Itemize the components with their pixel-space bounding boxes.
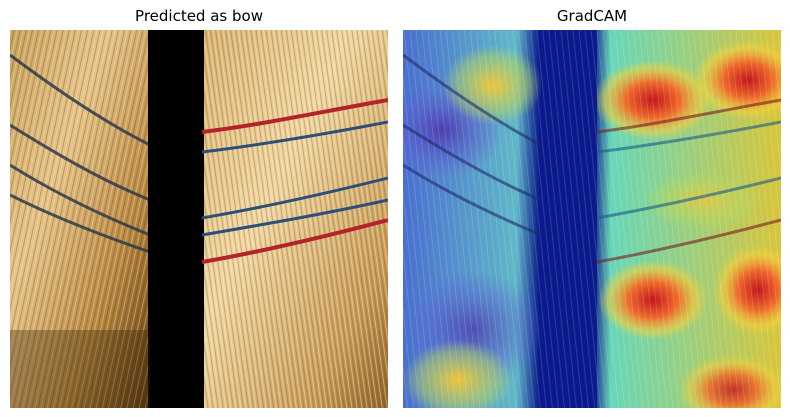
gradcam-panel xyxy=(403,30,781,408)
right-panel-title: GradCAM xyxy=(556,7,628,25)
left-panel-title: Predicted as bow xyxy=(135,7,263,25)
original-image-panel xyxy=(10,30,388,408)
occlusion-bar xyxy=(148,30,204,408)
straw-broom-photo-icon xyxy=(10,30,388,408)
gradcam-heatmap-icon xyxy=(403,30,781,408)
